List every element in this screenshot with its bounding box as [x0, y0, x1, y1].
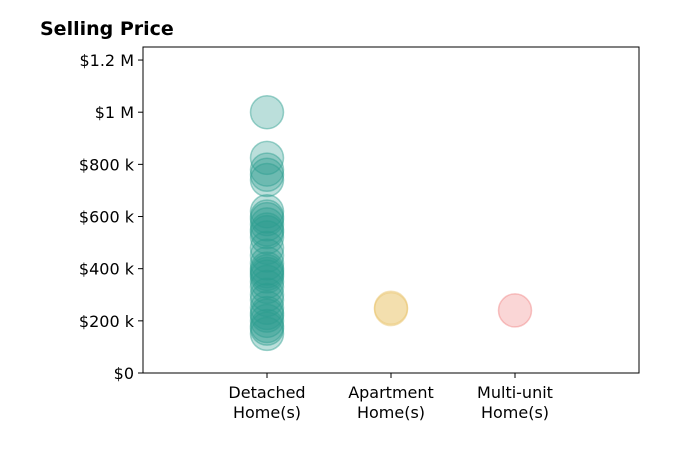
y-tick-label: $400 k	[79, 260, 135, 279]
data-point	[249, 254, 285, 289]
data-point	[249, 212, 285, 247]
y-tick-label: $0	[114, 364, 134, 383]
data-point	[249, 140, 285, 176]
data-point	[249, 238, 285, 273]
data-point	[249, 199, 285, 234]
data-point	[249, 194, 285, 229]
data-point	[249, 290, 285, 326]
x-tick-label: Multi-unit Home(s)	[477, 383, 553, 422]
data-point	[249, 207, 285, 242]
data-point	[249, 269, 285, 305]
y-axis: $0 $200 k $400 k $600 k $800 k $1 M $1.2 M	[79, 51, 143, 383]
data-point	[249, 282, 285, 318]
data-point	[249, 295, 285, 331]
points-layer	[249, 94, 533, 352]
data-point	[249, 256, 285, 292]
y-tick-label: $1.2 M	[79, 51, 134, 70]
x-tick-label: Detached Home(s)	[228, 383, 305, 422]
data-point	[249, 277, 285, 313]
data-point	[249, 152, 285, 187]
data-point	[249, 308, 285, 344]
x-axis: Detached Home(s) Apartment Home(s) Multi-uni…	[228, 373, 553, 422]
data-point	[497, 293, 533, 328]
data-point	[249, 157, 285, 193]
chart-title: Selling Price	[40, 18, 174, 40]
data-point	[249, 298, 285, 333]
data-point	[249, 303, 285, 339]
data-point	[249, 230, 285, 266]
x-tick-label: Apartment Home(s)	[348, 383, 434, 422]
data-point	[249, 316, 285, 352]
data-point	[373, 291, 409, 327]
data-point	[249, 311, 285, 346]
data-point	[249, 201, 285, 237]
data-point	[249, 259, 285, 294]
data-point	[249, 162, 285, 198]
y-tick-label: $1 M	[95, 103, 134, 122]
data-point	[249, 94, 285, 130]
data-point	[373, 290, 409, 326]
y-tick-label: $200 k	[79, 312, 135, 331]
y-tick-label: $600 k	[79, 208, 135, 227]
data-point	[249, 214, 285, 250]
data-point	[249, 246, 285, 281]
data-point	[249, 251, 285, 286]
y-tick-label: $800 k	[79, 155, 135, 174]
data-point	[249, 220, 285, 255]
data-point	[249, 264, 285, 299]
